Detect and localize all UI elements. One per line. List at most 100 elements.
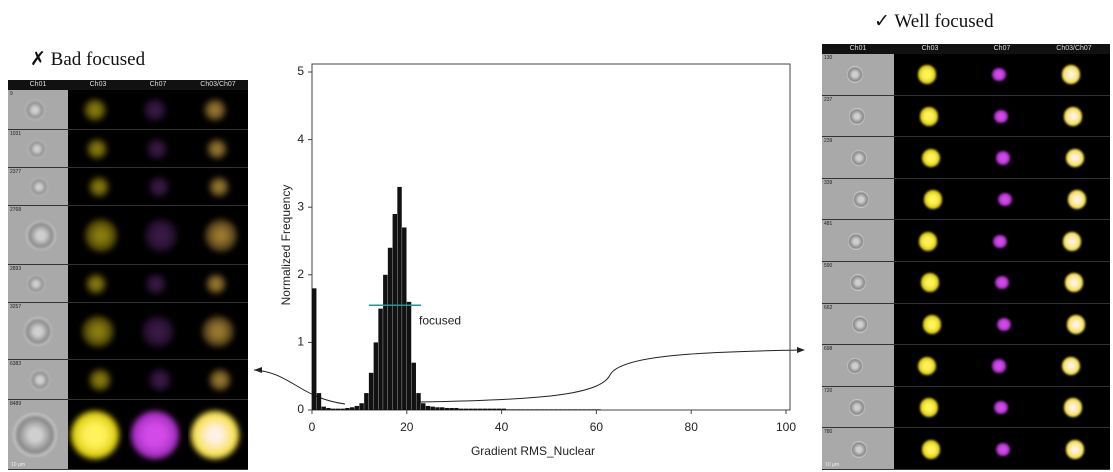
cell-blob <box>27 139 47 159</box>
cell-image: 780 10 µm <box>822 428 894 470</box>
cell-image: 2893 <box>8 265 68 303</box>
cell-image <box>894 386 966 429</box>
y-tick-label: 4 <box>297 132 304 146</box>
cell-image <box>128 400 188 470</box>
cell-blob <box>1062 231 1082 251</box>
bar <box>416 393 421 410</box>
cell-image <box>68 90 128 130</box>
cell-image: 720 <box>822 386 894 429</box>
cell-blob <box>851 315 869 333</box>
cell-blob <box>29 177 49 197</box>
cell-image <box>188 303 248 360</box>
bar <box>397 186 402 410</box>
bar <box>582 409 587 410</box>
cell-blob <box>1063 107 1083 126</box>
bar <box>525 409 530 410</box>
cell-blob <box>850 440 868 458</box>
cell-image <box>894 262 966 304</box>
column-header: Ch03/Ch07 <box>1038 44 1110 54</box>
bar <box>515 409 521 410</box>
cell-blob <box>918 231 938 251</box>
row-id: 698 <box>824 346 833 353</box>
cell-blob <box>921 439 941 459</box>
bar <box>458 408 464 410</box>
cell-image <box>966 54 1038 96</box>
row-id: 6383 <box>10 361 22 367</box>
cell-blob <box>992 359 1006 373</box>
cell-blob <box>84 99 106 121</box>
bar <box>345 407 350 410</box>
row-id: 590 <box>824 263 833 269</box>
cell-blob <box>993 234 1007 248</box>
cell-blob <box>1064 273 1084 293</box>
cell-image: 130 <box>822 54 894 96</box>
bar <box>373 342 379 410</box>
bar <box>492 408 497 410</box>
bar <box>591 409 597 410</box>
cell-image <box>894 178 966 221</box>
cell-blob <box>25 100 45 120</box>
cell-blob <box>84 219 118 252</box>
cell-blob <box>13 413 57 457</box>
cell-image <box>894 345 966 387</box>
cell-blob <box>995 276 1009 290</box>
bar <box>354 405 360 410</box>
bar <box>558 409 563 410</box>
x-tick-label: 0 <box>309 420 316 434</box>
cell-image: 2377 <box>8 168 68 206</box>
x-tick-label: 60 <box>590 420 604 434</box>
row-id: 1031 <box>10 131 22 137</box>
cell-blob <box>849 274 867 292</box>
row-id: 2768 <box>10 207 22 213</box>
cell-image <box>68 130 128 168</box>
x-axis-label: Gradient RMS_Nuclear <box>471 444 595 458</box>
cell-blob <box>1067 190 1087 209</box>
cell-image <box>68 400 128 470</box>
row-id: 339 <box>824 179 833 186</box>
cell-image <box>1038 345 1110 387</box>
cell-image <box>128 206 188 265</box>
cell-image: 8489 10 µm <box>8 400 68 470</box>
cell-image <box>68 206 128 265</box>
row-id: 780 <box>824 429 833 436</box>
row-id: 3257 <box>10 304 22 310</box>
x-tick-label: 100 <box>776 420 796 434</box>
cell-blob <box>209 369 231 391</box>
cell-image: 698 <box>822 345 894 387</box>
cell-blob <box>204 219 238 252</box>
cell-blob <box>191 411 239 459</box>
cell-image: 2768 <box>8 206 68 265</box>
cell-image <box>1038 178 1110 221</box>
cell-image <box>1038 54 1110 96</box>
arrow-head <box>254 367 262 373</box>
cell-blob <box>26 274 46 294</box>
bar <box>506 409 511 410</box>
row-id: 9 <box>10 91 13 97</box>
cell-image <box>188 130 248 168</box>
bar <box>454 407 459 410</box>
cell-image <box>1038 220 1110 262</box>
cell-image <box>1038 262 1110 304</box>
column-header: Ch03/Ch07 <box>188 80 248 90</box>
column-header: Ch01 <box>8 80 68 90</box>
column-header: Ch07 <box>128 80 188 90</box>
bar <box>530 409 535 410</box>
cell-blob <box>992 68 1006 82</box>
row-id: 720 <box>824 387 833 394</box>
cell-blob <box>204 99 226 121</box>
cell-image: 339 <box>822 178 894 221</box>
scale-bar: 10 µm <box>11 462 25 468</box>
cell-image <box>188 168 248 206</box>
cell-blob <box>144 99 166 121</box>
cell-blob <box>86 138 108 160</box>
bar <box>312 288 317 410</box>
cell-image: 6383 <box>8 360 68 400</box>
cell-blob <box>145 273 167 295</box>
cell-image <box>188 265 248 303</box>
cell-image <box>188 400 248 470</box>
cell-image: 3257 <box>8 303 68 360</box>
bar <box>496 408 502 410</box>
cell-blob <box>1066 315 1086 334</box>
bar <box>577 409 582 410</box>
